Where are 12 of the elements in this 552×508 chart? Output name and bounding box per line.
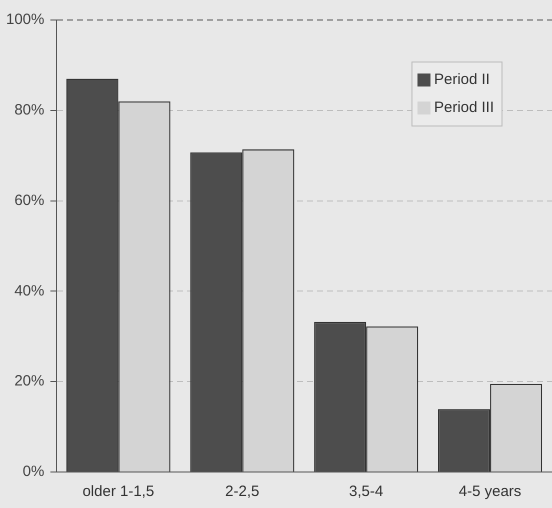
y-tick-label: 20% (14, 372, 44, 390)
x-tick-label: 3,5-4 (349, 483, 384, 500)
y-tick-label: 60% (14, 192, 44, 209)
legend-label: Period II (434, 71, 490, 88)
y-tick-label: 80% (14, 102, 44, 119)
x-tick-label: 2-2,5 (225, 483, 260, 500)
legend-label: Period III (434, 99, 494, 116)
y-tick-label: 40% (14, 282, 44, 300)
y-tick-label: 100% (6, 11, 44, 28)
y-tick-label: 0% (22, 463, 44, 480)
x-tick-label: 4-5 years (458, 483, 522, 500)
x-tick-label: older 1-1,5 (82, 483, 154, 500)
